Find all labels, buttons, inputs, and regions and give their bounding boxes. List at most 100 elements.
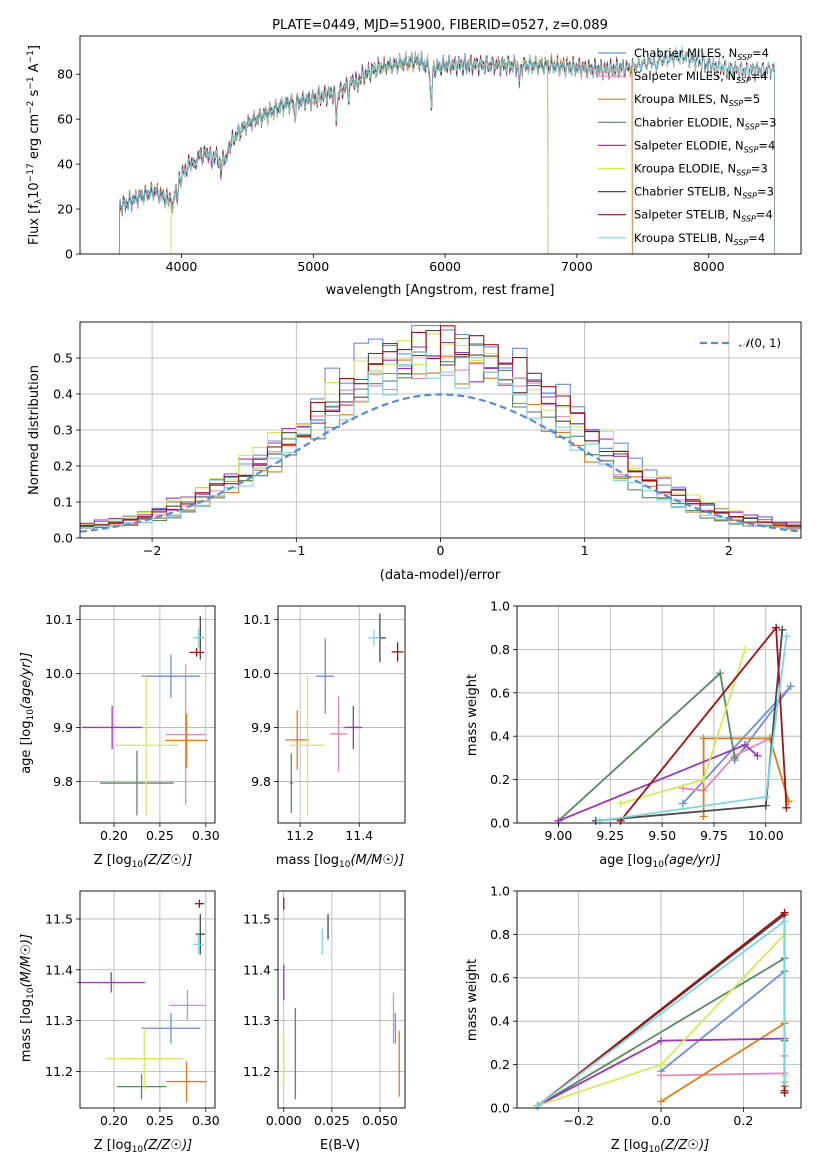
- label-part: Z [log: [611, 1138, 649, 1153]
- y-tick-label: 1.0: [490, 599, 510, 614]
- label-part: SSP: [741, 215, 756, 224]
- weight-marker: [533, 1101, 542, 1110]
- weight-marker: [657, 1097, 666, 1106]
- label-part: =: [756, 208, 766, 222]
- y-tick-label: 0.4: [53, 387, 73, 402]
- y-tick-label: 0.3: [53, 423, 73, 438]
- legend-model: Chabrier MILES: [634, 46, 721, 60]
- label-part: 10: [26, 987, 36, 999]
- label-part: mass [log: [276, 853, 339, 868]
- weight-marker: [772, 623, 781, 632]
- weight-marker: [616, 799, 625, 808]
- weight-marker: [699, 812, 708, 821]
- label-part: A: [27, 63, 42, 76]
- y-axis-label: mass [log10(M/M☉)]: [19, 934, 36, 1062]
- weight-marker: [780, 908, 789, 917]
- weight-marker: [741, 645, 750, 654]
- spectrum-line: [119, 54, 633, 255]
- legend-model: Chabrier STELIB: [634, 185, 726, 199]
- mass_weight_vs_age-plot: [517, 605, 801, 825]
- mass_vs_metallicity-frame: [79, 890, 216, 1109]
- y-tick-label: 11.3: [45, 1013, 73, 1028]
- label-part: , N: [726, 185, 742, 199]
- histogram-plot: [79, 322, 802, 539]
- legend-model: Salpeter ELODIE: [634, 138, 728, 152]
- label-part: SSP: [734, 238, 749, 247]
- legend-model: Salpeter MILES: [634, 69, 720, 83]
- x-tick-label: −2: [143, 543, 161, 558]
- spectrum-plot: [119, 45, 775, 255]
- x-tick-label: 5000: [297, 259, 329, 274]
- label-part: (0, 1): [750, 336, 781, 350]
- histogram-step: [80, 325, 801, 527]
- y-tick-label: 9.8: [53, 774, 73, 789]
- label-part: =: [751, 69, 761, 83]
- label-part: 10: [27, 182, 42, 199]
- weight-marker: [741, 740, 750, 749]
- label-part: =: [757, 185, 767, 199]
- label-part: 10: [26, 709, 36, 721]
- legend-n: 4: [758, 231, 765, 245]
- x-tick-label: 0.25: [146, 1113, 174, 1128]
- weight-line: [557, 671, 736, 822]
- x-tick-label: 0.25: [146, 828, 174, 843]
- x-tick-label: 0.20: [100, 1113, 128, 1128]
- label-part: =: [751, 162, 761, 176]
- x-axis-label: wavelength [Angstrom, rest frame]: [326, 283, 555, 298]
- y-tick-label: 20: [57, 202, 73, 217]
- weight-marker: [778, 625, 787, 634]
- y-tick-label: 0.2: [490, 772, 510, 787]
- weight-marker: [657, 1060, 666, 1069]
- label-part: , N: [725, 208, 741, 222]
- y-tick-label: 0.0: [53, 531, 73, 546]
- histogram-step: [80, 350, 801, 529]
- label-part: mass [log: [19, 999, 34, 1062]
- legend-entry: Salpeter MILES, NSSP=4: [634, 69, 768, 85]
- legend-model: Kroupa STELIB: [634, 231, 718, 245]
- x-axis-label: Z [log10(Z/Z☉)]: [611, 1138, 709, 1155]
- spectrum-line: [119, 51, 549, 255]
- y-tick-label: 1.0: [490, 884, 510, 899]
- y-tick-label: 40: [57, 157, 73, 172]
- mass_weight_vs_age-frame: [516, 605, 802, 824]
- x-axis-label: (data-model)/error: [380, 568, 501, 583]
- x-tick-label: 0.2: [733, 1113, 753, 1128]
- y-tick-label: 11.4: [45, 962, 73, 977]
- y-tick-label: 11.5: [243, 911, 271, 926]
- y-tick-label: 9.9: [53, 720, 73, 735]
- x-tick-label: 11.4: [345, 828, 373, 843]
- y-tick-label: 0.8: [490, 927, 510, 942]
- legend-model: Chabrier ELODIE: [634, 115, 729, 129]
- x-tick-label: 9.00: [545, 828, 573, 843]
- x-axis-label: mass [log10(M/M☉)]: [276, 853, 404, 870]
- label-part: −2: [26, 101, 36, 114]
- mass_vs_extinction-frame: [277, 890, 406, 1109]
- spectrum-line: [170, 52, 633, 254]
- spectrum-line: [119, 50, 549, 255]
- label-part: Flux [f: [27, 204, 42, 245]
- weight-marker: [657, 1036, 666, 1045]
- legend-entry: Chabrier MILES, NSSP=4: [634, 46, 769, 62]
- x-tick-label: 2: [725, 543, 733, 558]
- label-part: ]: [27, 45, 42, 50]
- spectrum-frame: [79, 35, 802, 255]
- legend-n: 4: [765, 208, 772, 222]
- weight-marker: [782, 803, 791, 812]
- legend-entry: Kroupa ELODIE, NSSP=3: [634, 162, 768, 178]
- weight-line: [661, 1055, 786, 1077]
- y-axis-label: Normed distribution: [27, 365, 42, 495]
- label-part: (Z/Z☉)]: [143, 853, 192, 868]
- x-tick-label: 0: [437, 543, 445, 558]
- legend-entry: Chabrier ELODIE, NSSP=3: [634, 115, 776, 131]
- x-tick-label: 11.2: [286, 828, 314, 843]
- legend-model: Kroupa ELODIE: [634, 162, 720, 176]
- x-axis-label: E(B-V): [320, 1138, 360, 1153]
- x-tick-label: 0.050: [362, 1113, 398, 1128]
- mass_weight_vs_metallicity-plot: [517, 890, 801, 1110]
- label-part: (Z/Z☉)]: [660, 1138, 709, 1153]
- y-tick-label: 80: [57, 67, 73, 82]
- legend-model: Kroupa MILES: [634, 92, 713, 106]
- label-part: Z [log: [94, 1138, 132, 1153]
- y-tick-label: 0.4: [490, 1014, 510, 1029]
